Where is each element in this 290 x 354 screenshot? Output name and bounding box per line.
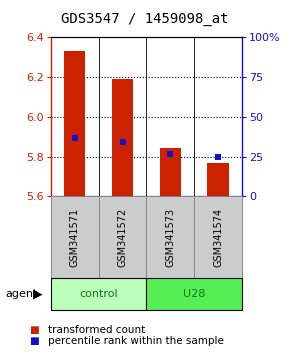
Text: GSM341574: GSM341574: [213, 207, 223, 267]
Text: agent: agent: [6, 289, 38, 299]
Text: GDS3547 / 1459098_at: GDS3547 / 1459098_at: [61, 12, 229, 27]
Text: ■: ■: [29, 325, 39, 335]
Text: U28: U28: [183, 289, 206, 299]
Bar: [160, 148, 181, 196]
Text: GSM341573: GSM341573: [165, 207, 175, 267]
Bar: [207, 162, 229, 196]
Text: control: control: [79, 289, 118, 299]
Text: ▶: ▶: [33, 287, 43, 300]
Text: transformed count: transformed count: [48, 325, 145, 335]
Text: ■: ■: [29, 336, 39, 346]
Bar: [112, 79, 133, 196]
Text: percentile rank within the sample: percentile rank within the sample: [48, 336, 224, 346]
Text: GSM341572: GSM341572: [117, 207, 128, 267]
Text: GSM341571: GSM341571: [70, 207, 80, 267]
Bar: [64, 51, 86, 196]
